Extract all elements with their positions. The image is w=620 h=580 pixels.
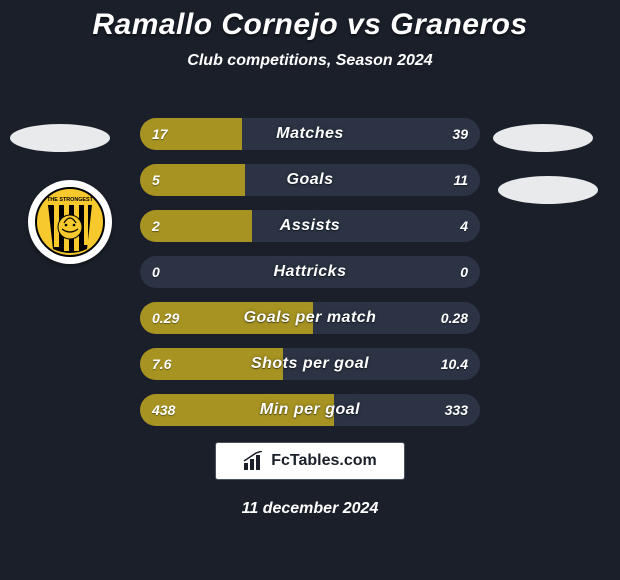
footer-date: 11 december 2024 bbox=[0, 500, 620, 518]
brand-chart-icon bbox=[243, 451, 265, 471]
stat-label: Goals per match bbox=[140, 302, 480, 334]
stat-label: Hattricks bbox=[140, 256, 480, 288]
stat-row: 1739Matches bbox=[140, 118, 480, 150]
stat-label: Shots per goal bbox=[140, 348, 480, 380]
club-crest-text: THE STRONGEST bbox=[47, 197, 94, 203]
player-right-placeholder-2 bbox=[498, 176, 598, 204]
player-right-placeholder-1 bbox=[493, 124, 593, 152]
stat-label: Min per goal bbox=[140, 394, 480, 426]
stat-row: 00Hattricks bbox=[140, 256, 480, 288]
footer-brand-text: FcTables.com bbox=[271, 452, 377, 470]
stat-label: Assists bbox=[140, 210, 480, 242]
stat-row: 7.610.4Shots per goal bbox=[140, 348, 480, 380]
comparison-card: Ramallo Cornejo vs Graneros Club competi… bbox=[0, 0, 620, 580]
page-title: Ramallo Cornejo vs Graneros bbox=[0, 0, 620, 42]
stat-row: 24Assists bbox=[140, 210, 480, 242]
player-left-club-badge: THE STRONGEST bbox=[28, 180, 112, 264]
stat-row: 511Goals bbox=[140, 164, 480, 196]
club-crest-icon: THE STRONGEST bbox=[35, 187, 105, 257]
stat-row: 0.290.28Goals per match bbox=[140, 302, 480, 334]
player-left-placeholder bbox=[10, 124, 110, 152]
stat-label: Goals bbox=[140, 164, 480, 196]
page-subtitle: Club competitions, Season 2024 bbox=[0, 52, 620, 70]
footer-brand-box: FcTables.com bbox=[215, 442, 405, 480]
stat-label: Matches bbox=[140, 118, 480, 150]
stat-row: 438333Min per goal bbox=[140, 394, 480, 426]
